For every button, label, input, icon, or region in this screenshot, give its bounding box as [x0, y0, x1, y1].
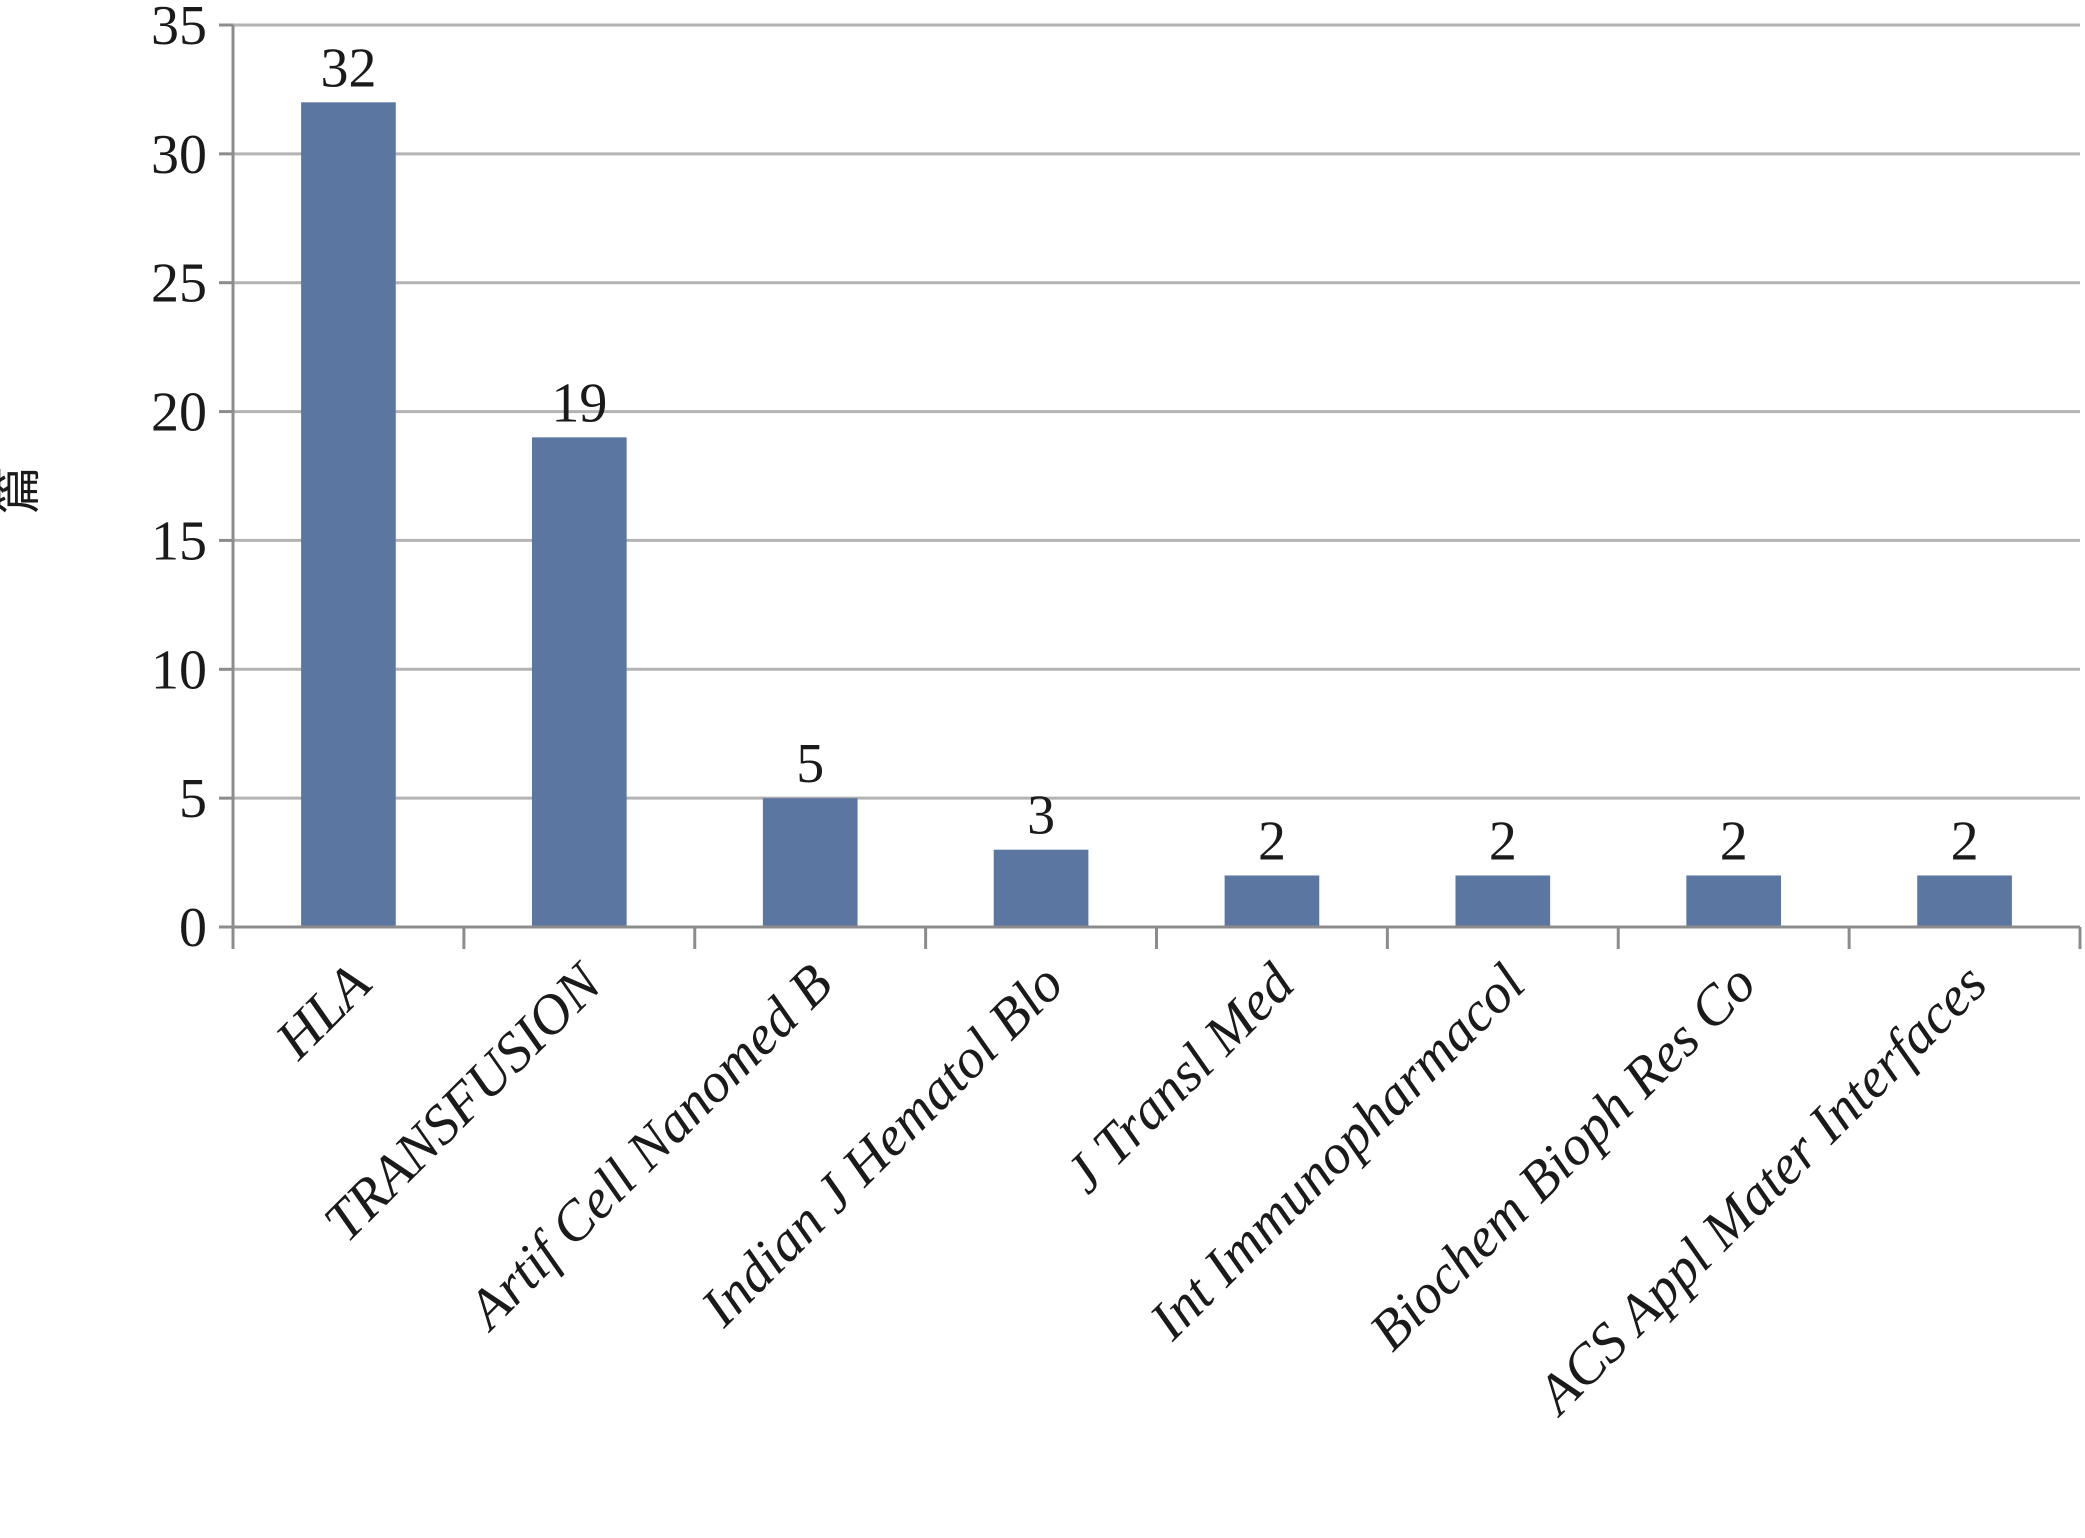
- data-label: 3: [1027, 785, 1055, 847]
- data-label: 5: [796, 733, 824, 795]
- bar: [1455, 875, 1551, 927]
- y-tick-label: 20: [151, 382, 207, 444]
- y-tick-label: 25: [151, 253, 207, 315]
- x-category-label: J Transl Med: [1053, 952, 1307, 1206]
- bar: [1917, 875, 2012, 927]
- data-label: 32: [320, 37, 376, 99]
- bars: [301, 102, 2012, 928]
- y-tick-label: 15: [151, 510, 207, 572]
- data-label: 2: [1258, 810, 1286, 872]
- y-axis-title: 篇: [0, 466, 45, 514]
- x-category-label: Biochem Bioph Res Co: [1358, 952, 1768, 1362]
- bar: [301, 102, 396, 928]
- bar: [531, 437, 627, 927]
- x-category-label: HLA: [263, 952, 383, 1072]
- gridlines: [233, 23, 2080, 800]
- y-tick-label: 10: [151, 639, 207, 701]
- bar: [1224, 875, 1320, 927]
- bar: [1686, 875, 1782, 927]
- data-label: 19: [551, 372, 607, 434]
- data-label: 2: [1489, 810, 1517, 872]
- y-tick-label: 35: [151, 0, 207, 57]
- bar: [762, 798, 858, 927]
- y-tick-label: 5: [179, 768, 207, 830]
- data-label: 2: [1951, 810, 1979, 872]
- bar: [993, 849, 1089, 927]
- y-tick-label: 30: [151, 124, 207, 186]
- axes: [219, 23, 2082, 949]
- data-label: 2: [1720, 810, 1748, 872]
- y-tick-label: 0: [179, 897, 207, 959]
- x-category-label: Int Immunopharmacol: [1137, 952, 1537, 1352]
- x-category-label: ACS Appl Mater Interfaces: [1523, 952, 1999, 1428]
